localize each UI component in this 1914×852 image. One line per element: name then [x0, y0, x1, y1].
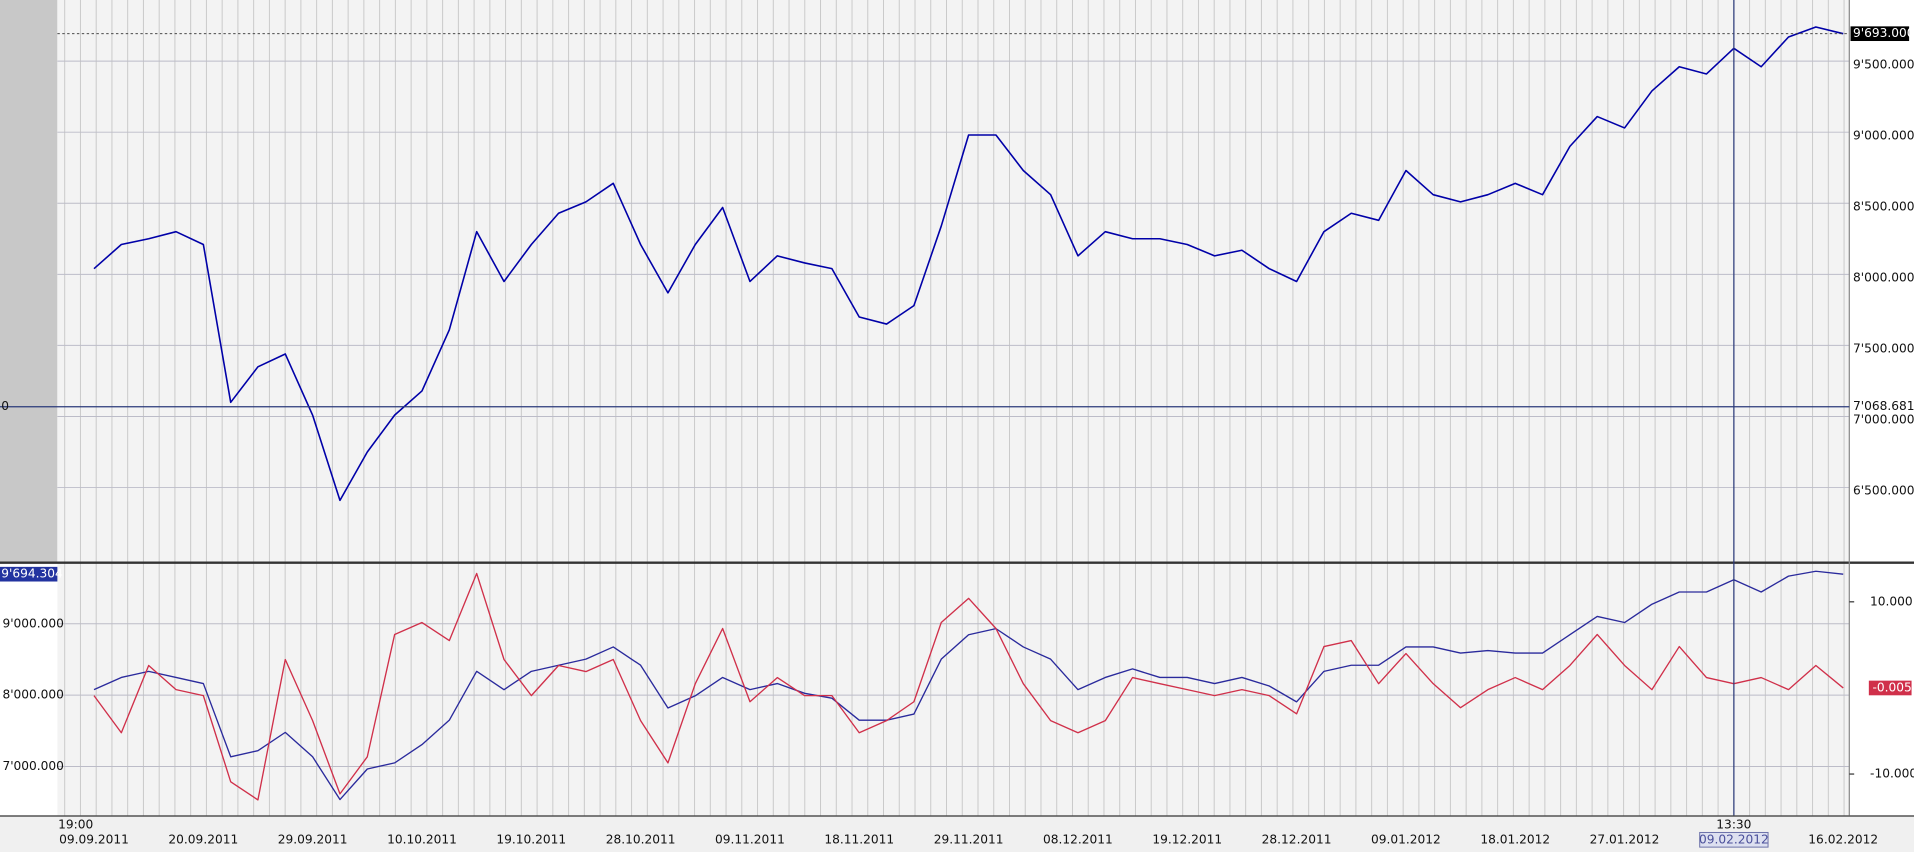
last-value-label: 9'694.304 [1, 567, 63, 581]
lower-plot-area [57, 563, 1850, 816]
x-tick-label: 09.11.2011 [715, 832, 785, 846]
x-tick-label: 09.01.2012 [1371, 832, 1441, 846]
crosshair-date-label: 09.02.2012 [1699, 832, 1769, 846]
y-tick-label: 8'500.000 [1853, 199, 1914, 213]
series-line [93, 26, 1844, 502]
x-tick-label: 08.12.2011 [1043, 832, 1113, 846]
x-tick-label: 18.11.2011 [824, 832, 894, 846]
x-tick-label: 20.09.2011 [168, 832, 238, 846]
y-tick-label: 9'500.000 [1853, 57, 1914, 71]
grid-layer [57, 0, 1850, 816]
series-line [93, 570, 1844, 801]
x-tick-label: 29.09.2011 [278, 832, 348, 846]
y2-tick-label: -10.000 [1870, 767, 1914, 781]
last-value-box [1850, 26, 1910, 42]
crosshair-date-box [1699, 831, 1769, 848]
x-tick-label: 16.02.2012 [1808, 832, 1878, 846]
y-tick-label: 6'500.000 [1853, 484, 1914, 498]
y-tick-label: 9'000.000 [2, 616, 64, 630]
x-tick-label: 27.01.2012 [1590, 832, 1660, 846]
start-time-label: 19:00 [58, 818, 93, 832]
y-tick-label: 8'000.000 [2, 688, 64, 702]
y2-tick-label: 10.000 [1870, 594, 1913, 608]
last-value-box [0, 566, 58, 582]
last-value-label: -0.005 [1872, 680, 1911, 694]
crosshair-value-label: 7'068.681 [1853, 399, 1914, 413]
x-tick-label: 29.11.2011 [934, 832, 1004, 846]
x-tick-label: 28.10.2011 [606, 832, 676, 846]
x-tick-label: 19.10.2011 [496, 832, 566, 846]
y-tick-label: 7'000.000 [2, 759, 64, 773]
last-value-label: 9'693.000 [1853, 26, 1914, 40]
x-tick-label: 18.01.2012 [1480, 832, 1550, 846]
upper-plot-area [57, 0, 1850, 562]
y-tick-label: 8'000.000 [1853, 271, 1914, 285]
x-tick-label: 09.09.2011 [59, 832, 129, 846]
x-tick-label: 28.12.2011 [1262, 832, 1332, 846]
crosshair-axis-label: 0 [1, 399, 9, 413]
x-tick-label: 19.12.2011 [1152, 832, 1222, 846]
y-tick-label: 9'000.000 [1853, 128, 1914, 142]
y-tick-label: 7'500.000 [1853, 342, 1914, 356]
left-strip [0, 0, 58, 562]
x-tick-label: 10.10.2011 [387, 832, 457, 846]
y-tick-label: 7'000.000 [1853, 413, 1914, 427]
crosshair-time-label: 13:30 [1716, 818, 1751, 832]
series-line [93, 572, 1844, 801]
x-axis-band [0, 815, 1914, 852]
last-value-box [1868, 680, 1912, 696]
